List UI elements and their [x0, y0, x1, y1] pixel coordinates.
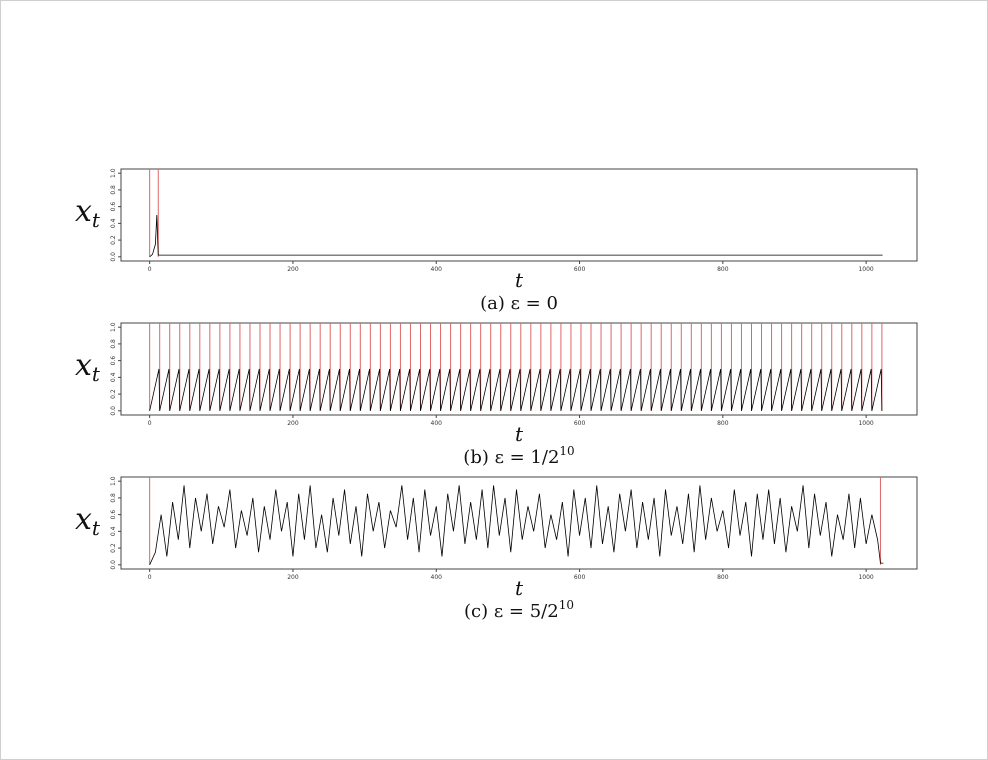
- caption: (a) ε = 0: [480, 293, 558, 314]
- x-tick-label: 200: [287, 266, 299, 273]
- caption-sup: 10: [559, 598, 574, 612]
- caption: (c) ε = 5/210: [464, 598, 574, 622]
- panel: 0.00.20.40.60.81.00 200 400 600 800 1000xtt(b…: [75, 322, 918, 468]
- y-axis-label-sub: t: [92, 362, 101, 386]
- y-axis-label-base: x: [75, 502, 92, 537]
- plot-frame: [120, 168, 918, 262]
- series-line: [149, 368, 883, 411]
- y-tick-label: 0.8: [110, 339, 117, 349]
- x-tick-label: 400: [431, 420, 443, 427]
- y-tick-label: 0.4: [110, 218, 117, 228]
- caption: (b) ε = 1/210: [463, 444, 574, 468]
- y-tick-label: 1.0: [110, 476, 117, 486]
- plot-frame: [120, 322, 918, 416]
- caption-sup: 10: [559, 444, 574, 458]
- x-tick-label: 800: [717, 574, 729, 581]
- x-axis-label: t: [515, 268, 524, 292]
- x-tick-label: 1000: [858, 420, 873, 427]
- x-tick-label: 800: [717, 420, 729, 427]
- x-tick-label: 400: [431, 574, 443, 581]
- y-axis-label-base: x: [75, 194, 92, 229]
- plot-frame: [120, 476, 918, 570]
- x-tick-label: 600: [574, 420, 586, 427]
- x-tick-label: 1000: [858, 574, 873, 581]
- y-tick-label: 0.0: [110, 560, 117, 570]
- x-tick-label: 400: [431, 266, 443, 273]
- panel: 0.00.20.40.60.81.00 200 400 600 800 1000xtt(a…: [75, 168, 918, 314]
- y-axis-label-base: x: [75, 348, 92, 383]
- y-tick-label: 0.6: [110, 202, 117, 212]
- caption-text: (b) ε = 1/2: [463, 447, 559, 468]
- x-tick-label: 600: [574, 574, 586, 581]
- y-tick-label: 0.4: [110, 372, 117, 382]
- caption-text: (c) ε = 5/2: [464, 601, 559, 622]
- x-axis-label: t: [515, 422, 524, 446]
- x-tick-label: 0: [148, 574, 152, 581]
- x-tick-label: 200: [287, 574, 299, 581]
- x-tick-label: 600: [574, 266, 586, 273]
- x-tick-label: 1000: [858, 266, 873, 273]
- x-tick-label: 200: [287, 420, 299, 427]
- y-tick-label: 0.4: [110, 526, 117, 536]
- y-tick-label: 1.0: [110, 322, 117, 332]
- panel: 0.00.20.40.60.81.00 200 400 600 800 1000xtt(c…: [75, 476, 918, 622]
- x-axis-label: t: [515, 576, 524, 600]
- y-tick-label: 0.2: [110, 389, 117, 399]
- y-tick-label: 0.0: [110, 252, 117, 262]
- series-line: [149, 214, 883, 258]
- y-tick-label: 0.6: [110, 510, 117, 520]
- y-tick-label: 0.8: [110, 493, 117, 503]
- y-tick-label: 1.0: [110, 168, 117, 178]
- y-axis-label-sub: t: [92, 516, 101, 540]
- y-axis-label: xt: [75, 502, 101, 540]
- y-tick-label: 0.8: [110, 185, 117, 195]
- y-axis-label: xt: [75, 194, 101, 232]
- y-tick-label: 0.6: [110, 356, 117, 366]
- caption-text: (a) ε = 0: [480, 293, 558, 314]
- y-axis-label: xt: [75, 348, 101, 386]
- y-tick-label: 0.2: [110, 543, 117, 553]
- y-tick-label: 0.2: [110, 235, 117, 245]
- x-tick-label: 0: [148, 420, 152, 427]
- x-tick-label: 800: [717, 266, 729, 273]
- y-axis-label-sub: t: [92, 208, 101, 232]
- series-line: [149, 485, 884, 565]
- y-tick-label: 0.0: [110, 406, 117, 416]
- x-tick-label: 0: [148, 266, 152, 273]
